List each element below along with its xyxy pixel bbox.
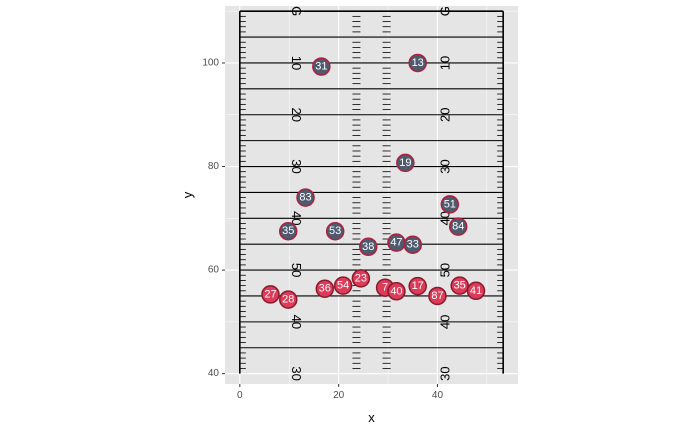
defense-player-point (440, 195, 460, 214)
yard-number-right: 40 (437, 315, 452, 329)
yard-number-right: 40 (437, 211, 452, 225)
offense-player-point (387, 282, 406, 301)
defense-player-label: 83 (299, 192, 311, 204)
yard-number-left: 30 (289, 366, 304, 380)
defense-player-label: 33 (407, 239, 419, 251)
defense-player-point (403, 235, 423, 254)
defense-player-point (325, 221, 345, 241)
offense-player-label: 87 (431, 290, 443, 302)
football-field: 40 40 50 50 40 40 30 30 20 20 10 10 G G 30 30 (239, 6, 504, 381)
yard-number-right: G (437, 6, 452, 16)
plot-panel (225, 6, 518, 384)
axes: 0 20 40 40 60 80 100 (202, 57, 443, 401)
y-tick-label: 80 (208, 161, 220, 172)
offense-player-label: 41 (470, 285, 482, 297)
defense-player-point (396, 153, 415, 173)
y-axis-title: y (180, 191, 195, 198)
defense-player-point (359, 237, 378, 257)
yard-number-left: 30 (289, 159, 304, 173)
offense-player-label: 23 (355, 272, 367, 284)
y-tick-label: 60 (208, 265, 220, 276)
yard-number-right: 50 (437, 263, 452, 277)
defense-player-point (296, 188, 315, 207)
offense-player-point (408, 276, 427, 296)
defense-player-label: 35 (282, 225, 294, 237)
offense-player-label: 7 (382, 282, 388, 294)
defense-player-label: 84 (452, 221, 464, 233)
defense-player-label: 31 (315, 61, 327, 73)
defense-player-point (312, 57, 331, 76)
offense-player-point (466, 281, 486, 301)
defense-player-point (408, 53, 427, 73)
yard-number-left: 20 (289, 108, 304, 122)
offense-player-point (315, 279, 335, 298)
yard-number-left: 50 (289, 263, 304, 277)
offense-player-point (261, 285, 280, 304)
offense-player-label: 27 (264, 288, 276, 300)
x-axis-title: x (368, 410, 375, 425)
offense-player-label: 35 (454, 280, 466, 292)
offense-player-point (333, 276, 353, 295)
yard-number-right: 10 (437, 56, 452, 70)
yard-number-left: G (289, 6, 304, 16)
defense-player-point (448, 217, 468, 236)
offense-player-label: 36 (319, 283, 331, 295)
defense-player-point (278, 221, 298, 241)
offense-player-label: 28 (282, 294, 294, 306)
offense-player-point (278, 290, 298, 309)
defense-player-label: 53 (329, 225, 341, 237)
yard-number-right: 20 (437, 108, 452, 122)
offense-player-point (351, 269, 371, 288)
defense-player-label: 47 (390, 237, 402, 249)
offense-player-label: 17 (412, 280, 424, 292)
yard-number-left: 40 (289, 211, 304, 225)
yard-number-right: 30 (437, 159, 452, 173)
x-tick-label: 0 (237, 390, 243, 401)
y-tick-label: 100 (202, 57, 219, 68)
defense-player-label: 13 (412, 57, 424, 69)
yard-number-left: 10 (289, 56, 304, 70)
x-tick-label: 20 (333, 390, 345, 401)
offense-player-point (450, 276, 469, 295)
offense-player-label: 54 (337, 280, 349, 292)
offense-player-point (428, 286, 447, 306)
x-tick-label: 40 (432, 390, 444, 401)
defense-player-label: 19 (399, 157, 411, 169)
y-tick-label: 40 (208, 368, 220, 379)
defense-player-label: 38 (362, 241, 374, 253)
yard-number-left: 40 (289, 315, 304, 329)
offense-player-label: 40 (390, 285, 402, 297)
defense-player-label: 51 (444, 198, 456, 210)
yard-number-right: 30 (437, 366, 452, 380)
